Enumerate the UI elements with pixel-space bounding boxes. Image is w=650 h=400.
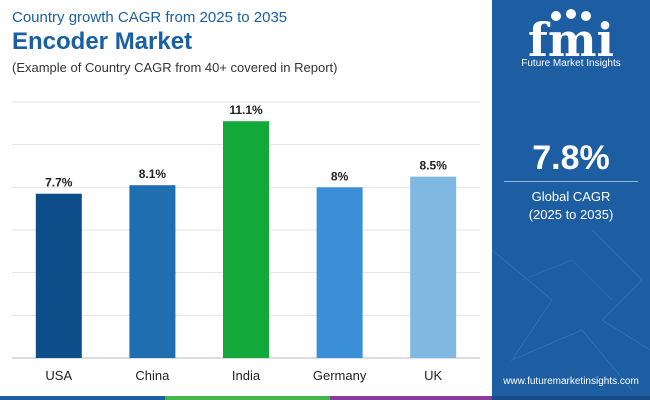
data-label: 8.1% bbox=[139, 167, 167, 181]
x-tick-label: China bbox=[135, 368, 170, 383]
logo-letters: fmi bbox=[528, 13, 614, 67]
chart-kicker: Country growth CAGR from 2025 to 2035 bbox=[12, 9, 288, 26]
bar-india bbox=[223, 121, 269, 358]
global-cagr-label: Global CAGR bbox=[531, 189, 611, 204]
footer-stripe-blue bbox=[0, 396, 165, 400]
chart-subtitle: (Example of Country CAGR from 40+ covere… bbox=[12, 60, 338, 75]
global-cagr-period: (2025 to 2035) bbox=[528, 207, 614, 222]
data-label: 7.7% bbox=[45, 176, 73, 190]
website-url[interactable]: www.futuremarketinsights.com bbox=[503, 376, 639, 387]
chart-header: Country growth CAGR from 2025 to 2035 En… bbox=[12, 8, 482, 77]
data-label: 8% bbox=[331, 169, 349, 183]
x-tick-label: India bbox=[232, 368, 261, 383]
decorative-texture bbox=[492, 229, 650, 391]
brand-name: Future Market Insights bbox=[521, 58, 621, 69]
fmi-logo: fmi bbox=[528, 9, 614, 67]
data-label: 8.5% bbox=[420, 159, 448, 173]
data-label: 11.1% bbox=[229, 103, 263, 117]
footer-stripe-green bbox=[165, 396, 330, 400]
footer-stripe-dark bbox=[492, 396, 650, 400]
footer-stripe-purple bbox=[330, 396, 492, 400]
bar-china bbox=[129, 185, 176, 358]
chart-title: Encoder Market bbox=[12, 28, 193, 55]
sidebar-panel: fmi Future Market Insights 7.8% Global C… bbox=[492, 0, 650, 400]
x-tick-label: UK bbox=[424, 368, 442, 383]
bar-uk bbox=[410, 176, 457, 358]
x-tick-label: USA bbox=[45, 368, 72, 383]
x-tick-label: Germany bbox=[313, 368, 367, 383]
bar-usa bbox=[35, 193, 82, 358]
global-cagr-value: 7.8% bbox=[532, 139, 610, 177]
divider bbox=[504, 181, 638, 182]
bar-germany bbox=[316, 187, 363, 358]
bar-chart: 7.7% USA 8.1% China 11.1% India 8% Germany 8.5% U… bbox=[12, 101, 480, 383]
